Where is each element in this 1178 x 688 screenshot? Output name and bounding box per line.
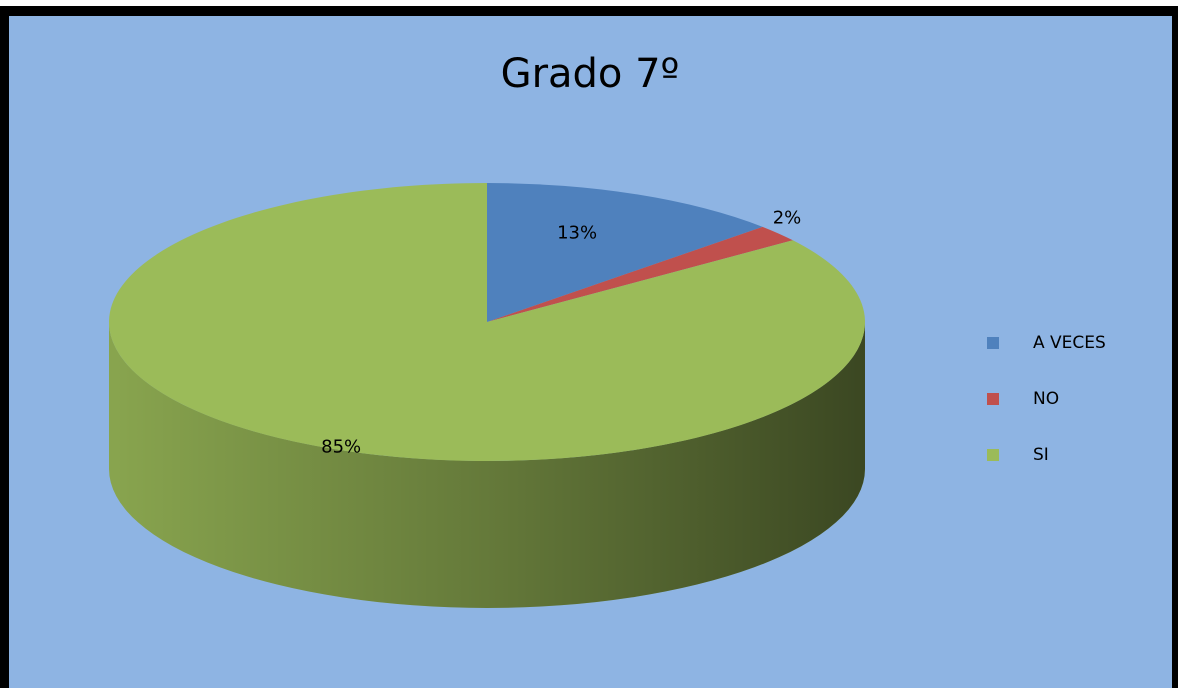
chart-title: Grado 7º — [501, 51, 680, 97]
legend-label: A VECES — [1033, 333, 1106, 353]
slice — [108, 183, 865, 462]
legend-label: SI — [1033, 445, 1049, 465]
legend: A VECES NO SI — [987, 333, 1106, 465]
data-label: 85% — [321, 436, 361, 457]
legend-swatch — [987, 337, 999, 349]
data-label: 13% — [557, 222, 597, 243]
slice — [487, 183, 763, 322]
legend-swatch — [987, 393, 999, 405]
legend-swatch — [987, 449, 999, 461]
slice-side-shade — [109, 322, 865, 608]
pie: 13% 2% 85% — [108, 183, 865, 608]
data-label: 2% — [773, 208, 802, 229]
slice — [487, 226, 793, 322]
legend-label: NO — [1033, 389, 1059, 409]
